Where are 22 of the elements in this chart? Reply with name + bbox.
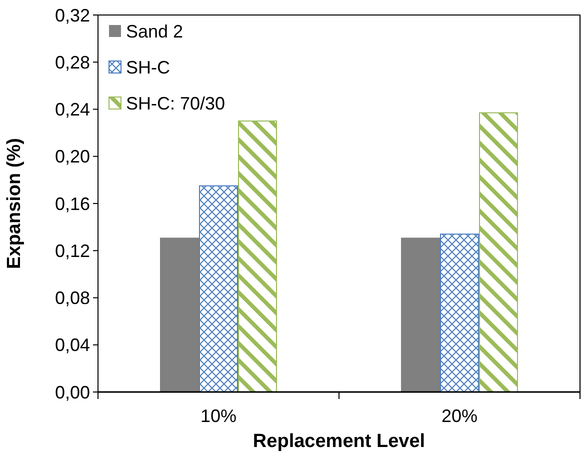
y-tick-label: 0,20 — [54, 146, 90, 167]
y-tick-label: 0,00 — [54, 382, 90, 402]
bar — [199, 185, 238, 392]
bar — [401, 238, 440, 392]
y-tick-label: 0,16 — [54, 194, 90, 214]
bar — [238, 120, 277, 392]
y-tick-label: 0,08 — [54, 288, 90, 308]
bar — [160, 238, 199, 392]
x-tick-label: 20% — [441, 406, 478, 426]
legend-label: Sand 2 — [126, 21, 184, 42]
y-tick-label: 0,28 — [54, 52, 90, 72]
y-tick-label: 0,24 — [54, 100, 90, 120]
x-tick-label: 10% — [200, 406, 237, 426]
bar — [440, 234, 479, 392]
bar — [479, 112, 518, 392]
legend-label: SH-C: 70/30 — [126, 93, 226, 114]
x-axis-title: Replacement Level — [252, 431, 426, 452]
y-tick-label: 0,04 — [54, 335, 90, 356]
legend-label: SH-C — [126, 57, 170, 78]
y-axis-title: Expansion (%) — [4, 138, 25, 269]
y-tick-label: 0,32 — [54, 5, 90, 26]
y-tick-label: 0,12 — [54, 240, 90, 261]
